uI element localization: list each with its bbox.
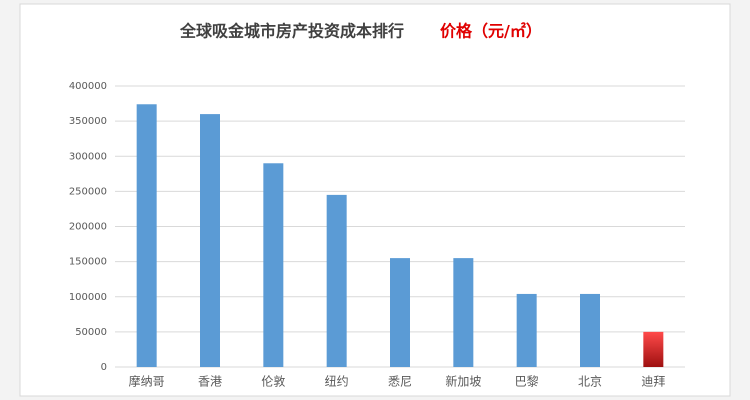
bar [136, 104, 157, 367]
x-tick-label: 北京 [578, 375, 602, 389]
x-tick-label: 迪拜 [641, 375, 665, 389]
y-tick-label: 200000 [69, 222, 107, 233]
x-tick-label: 新加坡 [445, 374, 481, 389]
x-tick-label: 香港 [198, 375, 222, 389]
chart-subtitle: 价格（元/㎡） [440, 22, 542, 41]
x-tick-label: 巴黎 [515, 375, 539, 389]
x-tick-label: 纽约 [325, 374, 349, 389]
x-tick-label: 悉尼 [388, 375, 412, 389]
bar [580, 293, 600, 367]
y-tick-label: 250000 [69, 186, 107, 197]
y-tick-label: 0 [101, 362, 107, 373]
bar [263, 163, 284, 367]
y-tick-label: 100000 [69, 292, 107, 303]
y-tick-label: 50000 [75, 327, 107, 338]
y-tick-label: 350000 [69, 116, 107, 127]
bar [200, 114, 220, 367]
x-tick-label: 摩纳哥 [129, 374, 165, 389]
x-tick-label: 伦敦 [261, 374, 285, 389]
bar [326, 194, 347, 367]
y-tick-label: 400000 [69, 81, 107, 92]
bar [643, 331, 664, 367]
bar [453, 258, 474, 367]
chart-title: 全球吸金城市房产投资成本排行 [179, 22, 404, 41]
bar [390, 258, 410, 367]
chart-area [19, 3, 731, 397]
y-tick-label: 300000 [69, 151, 107, 162]
y-tick-label: 150000 [69, 257, 107, 268]
bar [516, 293, 537, 367]
